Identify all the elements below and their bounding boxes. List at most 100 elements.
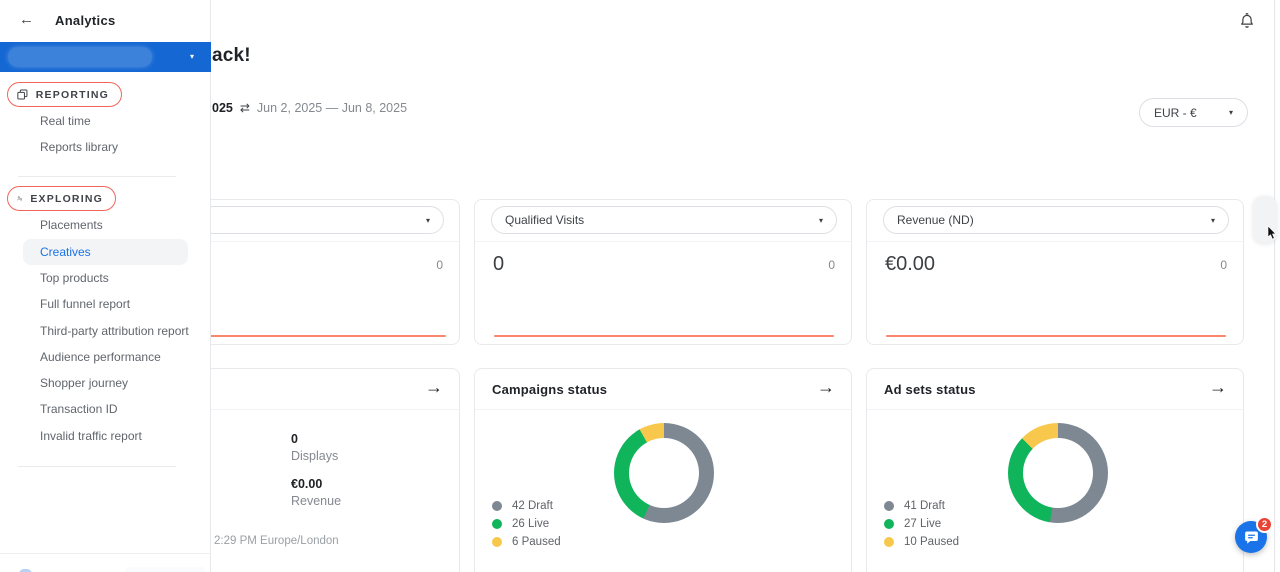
ad-sets-status-donut-chart (1008, 423, 1108, 523)
legend-dot-draft (884, 501, 894, 511)
legend-item-draft: 42 Draft (492, 500, 561, 512)
selector-value: Revenue (ND) (897, 213, 974, 227)
divider (173, 409, 459, 410)
person-search-icon (17, 196, 23, 201)
arrow-right-icon[interactable]: → (1209, 377, 1227, 397)
divider (475, 409, 851, 410)
divider (18, 466, 176, 467)
divider (18, 176, 176, 177)
section-label: EXPLORING (30, 192, 103, 205)
legend-value: 42 (512, 500, 525, 512)
unread-count-badge: 2 (1256, 516, 1273, 533)
sidebar-item-invalid-traffic-report[interactable]: Invalid traffic report (40, 429, 142, 443)
legend-dot-draft (492, 501, 502, 511)
sparkline-flat (886, 335, 1226, 337)
reports-icon (17, 89, 28, 100)
chevron-down-icon: ▾ (1210, 215, 1215, 225)
bottom-item-partial (125, 567, 205, 572)
metric-main-value: €0.00 (885, 253, 936, 275)
revenue-label: Revenue (291, 494, 342, 508)
campaigns-status-card: Campaigns status → 42 Draft 26 Live 6 Pa… (474, 368, 852, 572)
metric-secondary-value: 0 (1220, 258, 1227, 272)
workspace-selector[interactable]: ▾ (0, 42, 211, 72)
divider (475, 241, 851, 242)
currency-value: EUR - € (1154, 105, 1197, 120)
legend-value: 26 (512, 518, 525, 530)
sidebar-item-real-time[interactable]: Real time (40, 114, 91, 128)
legend-value: 41 (904, 500, 917, 512)
metric-secondary-value: 0 (828, 258, 835, 272)
date-comparison: 025 ⇄ Jun 2, 2025 — Jun 8, 2025 (212, 100, 407, 116)
sidebar-item-shopper-journey[interactable]: Shopper journey (40, 376, 129, 390)
displays-value: 0 (291, 432, 298, 446)
card-title: Ad sets status (884, 382, 976, 397)
chat-widget-button[interactable]: 2 (1235, 516, 1273, 553)
sidebar-item-top-products[interactable]: Top products (40, 271, 109, 285)
chat-bubble-icon (1244, 530, 1258, 544)
bottom-avatar-partial[interactable] (19, 569, 32, 572)
section-header-reporting[interactable]: REPORTING (7, 82, 122, 107)
sidebar-item-full-funnel-report[interactable]: Full funnel report (40, 297, 131, 311)
sidebar-title: Analytics (55, 13, 116, 28)
back-arrow-icon[interactable]: ← (19, 11, 34, 28)
section-label: REPORTING (35, 88, 109, 101)
notification-bell-icon[interactable] (1238, 12, 1256, 30)
legend-item-live: 26 Live (492, 518, 561, 530)
metric-selector-qualified-visits[interactable]: Qualified Visits ▾ (491, 206, 837, 234)
sparkline-flat (143, 335, 446, 337)
chevron-down-icon: ▾ (189, 52, 194, 61)
chart-legend: 42 Draft 26 Live 6 Paused (492, 500, 561, 548)
sidebar-item-reports-library[interactable]: Reports library (40, 140, 119, 154)
workspace-name-redacted (8, 47, 152, 67)
displays-label: Displays (291, 449, 339, 463)
sidebar-item-creatives[interactable]: Creatives (40, 245, 91, 259)
card-header: Ad sets status → (867, 369, 1243, 409)
metric-card-1: ▾ 0 (133, 199, 460, 345)
legend-dot-paused (492, 537, 502, 547)
sidebar-item-transaction-id[interactable]: Transaction ID (40, 402, 118, 416)
chevron-down-icon: ▾ (425, 215, 430, 225)
compare-arrows-icon: ⇄ (239, 101, 250, 115)
legend-label: Paused (920, 536, 960, 548)
metric-main-value: 0 (493, 253, 505, 275)
section-header-exploring[interactable]: EXPLORING (7, 186, 116, 211)
previous-period-fragment: 025 (212, 101, 233, 115)
metric-selector-revenue[interactable]: Revenue (ND) ▾ (883, 206, 1229, 234)
welcome-heading-clipped: ack! (212, 45, 251, 66)
legend-item-paused: 6 Paused (492, 536, 561, 548)
metric-secondary-value: 0 (436, 258, 443, 272)
live-stats-card: → 0 Displays €0.00 Revenue 2:29 PM Europ… (172, 368, 460, 572)
divider (867, 409, 1243, 410)
card-header: → (173, 369, 459, 409)
current-date-range: Jun 2, 2025 — Jun 8, 2025 (256, 101, 408, 115)
legend-label: Draft (528, 500, 553, 512)
divider (867, 241, 1243, 242)
last-update-timestamp: 2:29 PM Europe/London (214, 535, 339, 547)
selector-value: Qualified Visits (505, 213, 585, 227)
legend-value: 10 (904, 536, 917, 548)
sidebar-header: ← Analytics (0, 0, 210, 42)
sidebar-item-placements[interactable]: Placements (40, 218, 103, 232)
metric-card-qualified-visits: Qualified Visits ▾ 0 0 (474, 199, 852, 345)
active-item-highlight (23, 239, 188, 265)
sparkline-flat (494, 335, 834, 337)
legend-value: 27 (904, 518, 917, 530)
legend-item-draft: 41 Draft (884, 500, 959, 512)
metric-card-revenue: Revenue (ND) ▾ €0.00 0 (866, 199, 1244, 345)
chart-legend: 41 Draft 27 Live 10 Paused (884, 500, 959, 548)
sidebar-item-audience-performance[interactable]: Audience performance (40, 350, 161, 364)
campaigns-status-donut-chart (614, 423, 714, 523)
revenue-value: €0.00 (291, 477, 323, 491)
legend-value: 6 (512, 536, 519, 548)
legend-label: Paused (521, 536, 561, 548)
sidebar-item-third-party-attribution-report[interactable]: Third-party attribution report (40, 324, 189, 338)
legend-item-paused: 10 Paused (884, 536, 959, 548)
currency-selector[interactable]: EUR - € ▾ (1139, 98, 1248, 127)
legend-item-live: 27 Live (884, 518, 959, 530)
legend-dot-paused (884, 537, 894, 547)
arrow-right-icon[interactable]: → (425, 377, 443, 397)
arrow-right-icon[interactable]: → (817, 377, 835, 397)
chevron-down-icon: ▾ (818, 215, 823, 225)
